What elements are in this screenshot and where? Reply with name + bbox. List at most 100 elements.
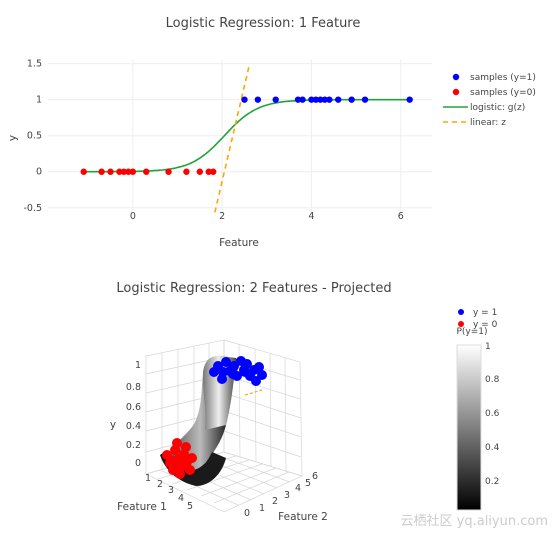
chart1-point-y1: [241, 96, 248, 103]
chart1-gridlines: [48, 60, 432, 215]
chart1-legend-label: samples (y=1): [470, 73, 536, 83]
chart2-point-y0: [169, 456, 179, 466]
colorbar-tick-label: 0.8: [485, 375, 500, 385]
chart1-x-tick-label: 6: [398, 211, 404, 222]
chart1-point-y0: [165, 168, 172, 175]
chart2-x-tick-label: 5: [187, 501, 193, 512]
chart2-legend-marker: [458, 309, 464, 315]
chart1-point-y0: [80, 168, 87, 175]
chart1-point-y0: [120, 168, 128, 175]
chart2-legend-marker: [458, 321, 464, 327]
chart2-legend-label: y = 0: [473, 320, 498, 330]
chart1-point-y0: [129, 168, 137, 175]
chart1-legend: samples (y=1) samples (y=0) logistic: g(z)…: [443, 73, 536, 128]
chart2-y-tick-label: 5: [305, 478, 311, 489]
chart1-legend-item: samples (y=0): [452, 88, 536, 98]
chart2-samples-y1: [209, 356, 267, 386]
chart1-y-tick-label: 1: [36, 95, 42, 106]
chart1-point-y1: [294, 96, 302, 103]
chart2-z-ticks: 0 0.2 0.4 0.6 0.8 1: [126, 360, 141, 469]
chart2-point-y1: [240, 367, 250, 377]
chart1-legend-item: logistic: g(z): [443, 103, 525, 113]
chart1-point-y1: [348, 96, 355, 103]
chart1-logistic-curve: [83, 98, 410, 173]
chart2-point-y0: [178, 456, 188, 466]
chart1-point-y0: [205, 168, 212, 175]
chart2-z-tick-label: 0.8: [126, 382, 141, 393]
chart1-legend-label: samples (y=0): [470, 88, 536, 98]
chart2-point-y0: [175, 469, 185, 479]
chart1-x-axis-label: Feature: [219, 237, 259, 249]
chart1-legend-marker: [452, 73, 460, 81]
chart1-y-tick-label: 1.5: [27, 59, 42, 70]
chart2-point-y1: [242, 359, 252, 369]
chart2-point-y1: [229, 361, 239, 371]
chart2-z-tick-label: 0.4: [126, 421, 141, 432]
chart2-point-y0: [162, 450, 172, 460]
chart1-x-tick-label: 0: [130, 211, 136, 222]
chart2-z-tick-label: 0.6: [126, 402, 141, 413]
chart2-colorbar: P(y=1) 1 0.8 0.6 0.4 0.2: [456, 327, 500, 511]
chart1-legend-label: linear: z: [470, 118, 506, 128]
chart1-point-y1: [321, 96, 329, 103]
chart1-legend-marker: [452, 88, 460, 96]
chart2-samples-y0: [162, 438, 197, 479]
chart1-point-y1: [299, 96, 306, 103]
chart2-point-y1: [254, 362, 264, 372]
chart2-legend-label: y = 1: [473, 308, 497, 318]
chart2-x-axis-label: Feature 1: [117, 501, 167, 513]
chart1-linear-line: [213, 66, 250, 215]
chart2-legend: y = 1 y = 0: [458, 308, 498, 330]
colorbar-title: P(y=1): [456, 327, 487, 337]
chart2-y-tick-label: 0: [244, 508, 250, 519]
chart1-point-y0: [196, 168, 204, 175]
chart1-y-axis-label: y: [7, 135, 19, 141]
chart1-y-ticks: -0.5 0 0.5 1 1.5: [23, 59, 42, 214]
chart1-y-tick-label: -0.5: [23, 203, 42, 214]
chart1-point-y1: [254, 96, 262, 103]
chart2-point-y1: [221, 357, 231, 367]
chart1-legend-item: samples (y=1): [452, 73, 536, 83]
chart1-point-y0: [143, 168, 150, 175]
chart2-x-tick-label: 3: [168, 485, 174, 496]
colorbar-ticks: 1 0.8 0.6 0.4 0.2: [485, 342, 500, 487]
chart1-point-y1: [308, 96, 315, 103]
chart1-point-y1: [406, 96, 413, 103]
colorbar-tick-label: 0.4: [485, 443, 500, 453]
chart2-title: Logistic Regression: 2 Features - Projec…: [116, 281, 391, 296]
chart1-title: Logistic Regression: 1 Feature: [166, 16, 361, 31]
chart2-point-y0: [185, 465, 195, 475]
watermark: 云栖社区 yq.aliyun.com: [401, 513, 548, 529]
chart1-point-y0: [125, 168, 132, 175]
chart1-point-y0: [116, 168, 123, 175]
chart2-z-axis-label: y: [110, 419, 116, 431]
chart1-point-y1: [335, 96, 342, 103]
chart2-z-tick-label: 1: [135, 360, 141, 371]
chart1-x-ticks: 0 2 4 6: [130, 211, 404, 222]
chart2-x-tick-label: 4: [178, 493, 184, 504]
chart1-point-y1: [312, 96, 320, 103]
chart1-point-y1: [317, 96, 324, 103]
chart1-x-tick-label: 4: [308, 211, 314, 222]
chart1-point-y0: [183, 168, 190, 175]
chart2-point-y0: [187, 453, 197, 463]
colorbar-tick-label: 0.2: [485, 477, 499, 487]
chart2-point-y1: [228, 369, 238, 379]
chart1-legend-item: linear: z: [443, 118, 506, 128]
chart1-legend-label: logistic: g(z): [470, 103, 525, 113]
chart1-point-y0: [107, 168, 114, 175]
chart2-point-y1: [257, 370, 267, 380]
chart1-y-tick-label: 0.5: [27, 131, 42, 142]
chart2-y-tick-label: 2: [272, 496, 278, 507]
chart1-point-y0: [98, 168, 105, 175]
chart2-y-tick-label: 4: [295, 483, 301, 494]
chart1-plot-area: [80, 66, 413, 215]
chart1-x-tick-label: 2: [219, 211, 225, 222]
chart2-y-tick-label: 3: [284, 490, 290, 501]
chart2-x-tick-label: 2: [157, 479, 163, 490]
chart1-point-y0: [210, 168, 217, 175]
chart1-point-y1: [326, 96, 333, 103]
